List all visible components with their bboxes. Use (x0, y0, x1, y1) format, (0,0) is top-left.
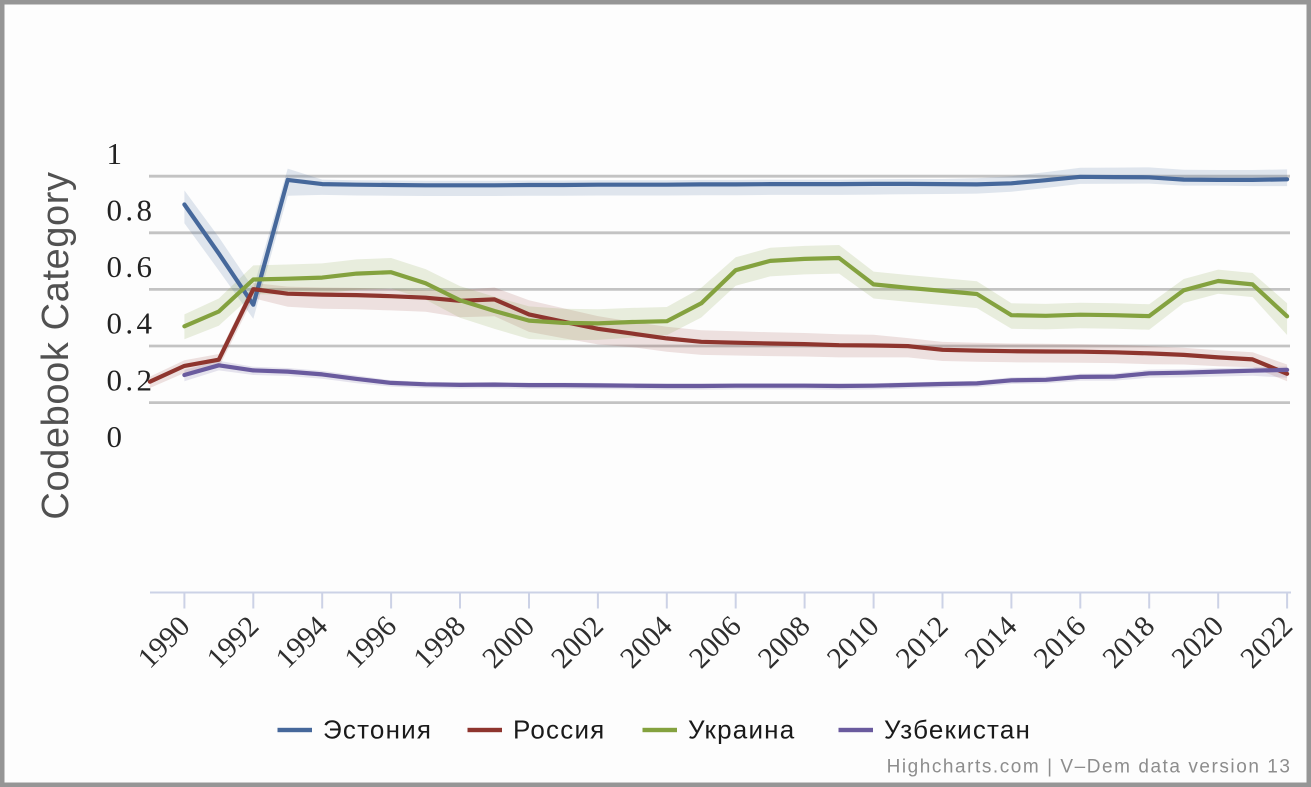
svg-text:Highcharts.com | V–Dem data ve: Highcharts.com | V–Dem data version 13 (887, 757, 1292, 778)
svg-text:Россия: Россия (513, 715, 605, 745)
svg-text:0.6: 0.6 (107, 249, 153, 284)
svg-text:0: 0 (107, 419, 123, 454)
svg-text:0.8: 0.8 (107, 192, 153, 227)
svg-text:Узбекистан: Узбекистан (884, 715, 1031, 745)
svg-text:0.4: 0.4 (107, 306, 153, 341)
svg-text:Украина: Украина (688, 715, 795, 745)
svg-text:0.2: 0.2 (107, 362, 153, 397)
svg-text:Codebook Category: Codebook Category (35, 171, 77, 519)
svg-text:1: 1 (107, 136, 123, 171)
svg-text:Эстония: Эстония (323, 715, 432, 745)
